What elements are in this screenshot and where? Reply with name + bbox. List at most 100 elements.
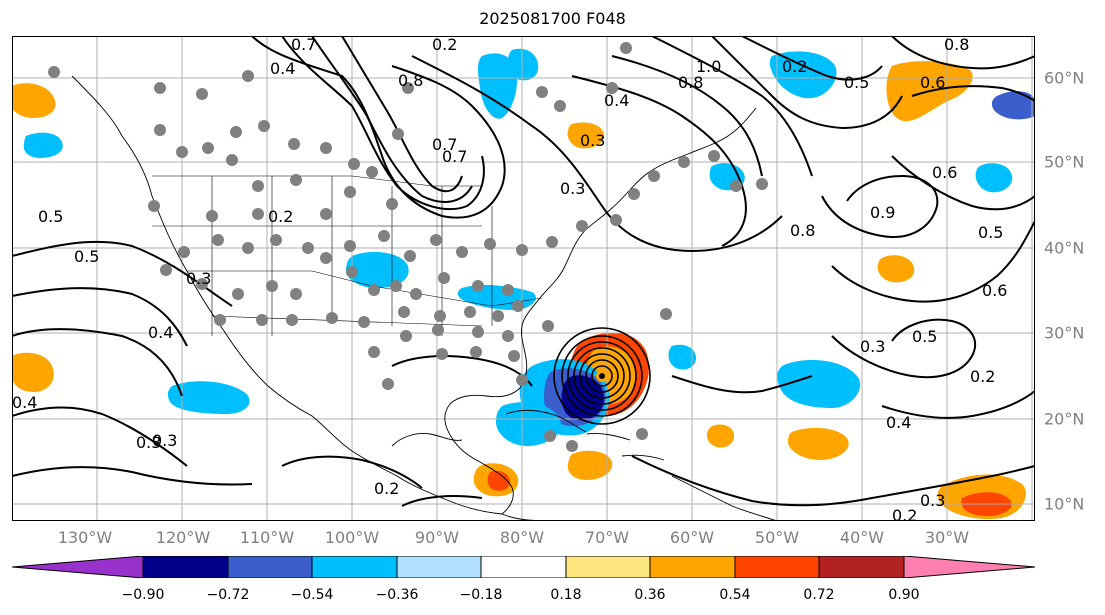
colorbar-swatch [904, 556, 1035, 578]
plains-cold-patch [346, 251, 409, 288]
lon-tick-label: 60°W [669, 528, 715, 547]
colorbar-tick-label: −0.90 [121, 587, 165, 603]
contour-label: 0.4 [12, 393, 37, 412]
lon-tick-label: 100°W [324, 528, 380, 547]
colorbar-tick-label: −0.36 [375, 587, 419, 603]
atlantic-warm-blob [788, 427, 849, 460]
labrador-cold-patch [769, 51, 837, 99]
map-plot: 0.7 0.4 0.2 0.8 0.7 0.4 0.3 1.0 0.8 0.2 … [12, 36, 1035, 521]
contour-label: 0.9 [870, 203, 895, 222]
contour-label: 0.6 [982, 281, 1007, 300]
colorbar-swatch [143, 556, 228, 578]
contour-label: 0.3 [136, 433, 161, 452]
lat-tick-label: 30°N [1044, 323, 1085, 343]
contour-label: 0.8 [790, 221, 815, 240]
colorbar-tick-label: 0.18 [550, 587, 582, 603]
station-markers [48, 42, 768, 452]
contour-label: 0.6 [932, 163, 957, 182]
lon-tick-label: 110°W [239, 528, 295, 547]
hudson-cold-patch [507, 48, 539, 81]
lat-tick-label: 60°N [1044, 68, 1085, 88]
colorbar-tick-label: −0.54 [290, 587, 334, 603]
contour-label: 0.3 [860, 337, 885, 356]
contour-label: 0.2 [892, 506, 917, 521]
contour-labels: 0.7 0.4 0.2 0.8 0.7 0.4 0.3 1.0 0.8 0.2 … [12, 36, 1007, 521]
contour-label: 0.5 [74, 247, 99, 266]
lon-tick-label: 90°W [414, 528, 460, 547]
contour-label: 0.7 [432, 135, 457, 154]
lon-tick-label: 120°W [155, 528, 211, 547]
contour-label: 0.5 [978, 223, 1003, 242]
contour-label: 0.8 [944, 36, 969, 54]
contour-label: 0.6 [920, 73, 945, 92]
atlantic-cold-small [668, 344, 696, 370]
canada-cold-patch [478, 53, 518, 119]
contour-lines [12, 36, 1035, 507]
contour-label: 0.4 [604, 91, 629, 110]
contour-label: 0.3 [152, 431, 177, 450]
lat-tick-label: 50°N [1044, 152, 1085, 172]
south-warm-patch [567, 450, 613, 480]
colorbar-swatch [566, 556, 650, 578]
contour-label: 0.2 [970, 367, 995, 386]
lon-tick-label: 70°W [584, 528, 630, 547]
contour-label: 0.5 [844, 73, 869, 92]
mexico-cold-patch [167, 381, 250, 414]
colorbar-tick-label: 0.36 [634, 587, 666, 603]
lon-tick-label: 40°W [839, 528, 885, 547]
contour-label: 0.8 [398, 71, 423, 90]
lon-tick-label: 50°W [754, 528, 800, 547]
pacific-cold-patch [23, 132, 63, 158]
colorbar-tick-label: −0.72 [206, 587, 250, 603]
contour-label: 0.5 [38, 207, 63, 226]
coastlines [71, 75, 778, 521]
colorbar-tick-label: 0.54 [719, 587, 751, 603]
colorbar-swatch [397, 556, 481, 578]
contour-label: 0.5 [912, 327, 937, 346]
hurricane-eye [596, 370, 608, 382]
contour-label: 0.7 [291, 36, 316, 54]
lon-tick-label: 130°W [57, 528, 113, 547]
mid-atlantic-warm [877, 255, 915, 283]
atlantic-cold-patch [777, 360, 861, 408]
colorbar-swatch [312, 556, 397, 578]
lat-tick-label: 20°N [1044, 409, 1085, 429]
contour-label: 0.4 [270, 59, 295, 78]
gulf-warm-core [487, 470, 510, 491]
colorbar-swatch [481, 556, 566, 578]
colorbar-swatch [228, 556, 312, 578]
colorbar-tick-label: 0.72 [803, 587, 835, 603]
colorbar [12, 556, 1035, 578]
colorbar-swatch [650, 556, 735, 578]
contour-label: 0.3 [580, 131, 605, 150]
colorbar-swatch [735, 556, 819, 578]
contour-label: 0.7 [442, 147, 467, 166]
contour-label: 0.8 [678, 73, 703, 92]
colorbar-tick-label: 0.90 [888, 587, 920, 603]
map-title: 2025081700 F048 [479, 9, 626, 28]
contour-label: 0.4 [886, 413, 911, 432]
lon-tick-label: 30°W [924, 528, 970, 547]
lat-tick-label: 40°N [1044, 238, 1085, 258]
hurricane-contours [553, 327, 651, 425]
atlantic-small-warm [567, 122, 605, 149]
contour-label: 0.2 [432, 36, 457, 54]
contour-label: 0.3 [186, 269, 211, 288]
lat-tick-label: 10°N [1044, 494, 1085, 514]
caribbean-small-warm [706, 424, 734, 448]
lon-tick-label: 80°W [499, 528, 545, 547]
contour-label: 0.3 [560, 179, 585, 198]
contour-label: 1.0 [696, 57, 721, 76]
contour-label: 0.2 [374, 479, 399, 498]
colorbar-tick-label: −0.18 [459, 587, 503, 603]
contour-label: 0.3 [920, 491, 945, 510]
contour-label: 0.2 [268, 207, 293, 226]
east-cold-patch [975, 163, 1013, 193]
pacific-warm-patch [12, 352, 54, 392]
colorbar-swatch [819, 556, 904, 578]
greenland-cold-patch [991, 91, 1035, 120]
west-warm-patch [12, 83, 56, 118]
colorbar-swatch [12, 556, 143, 578]
contour-label: 0.4 [148, 323, 173, 342]
contour-label: 0.2 [782, 57, 807, 76]
